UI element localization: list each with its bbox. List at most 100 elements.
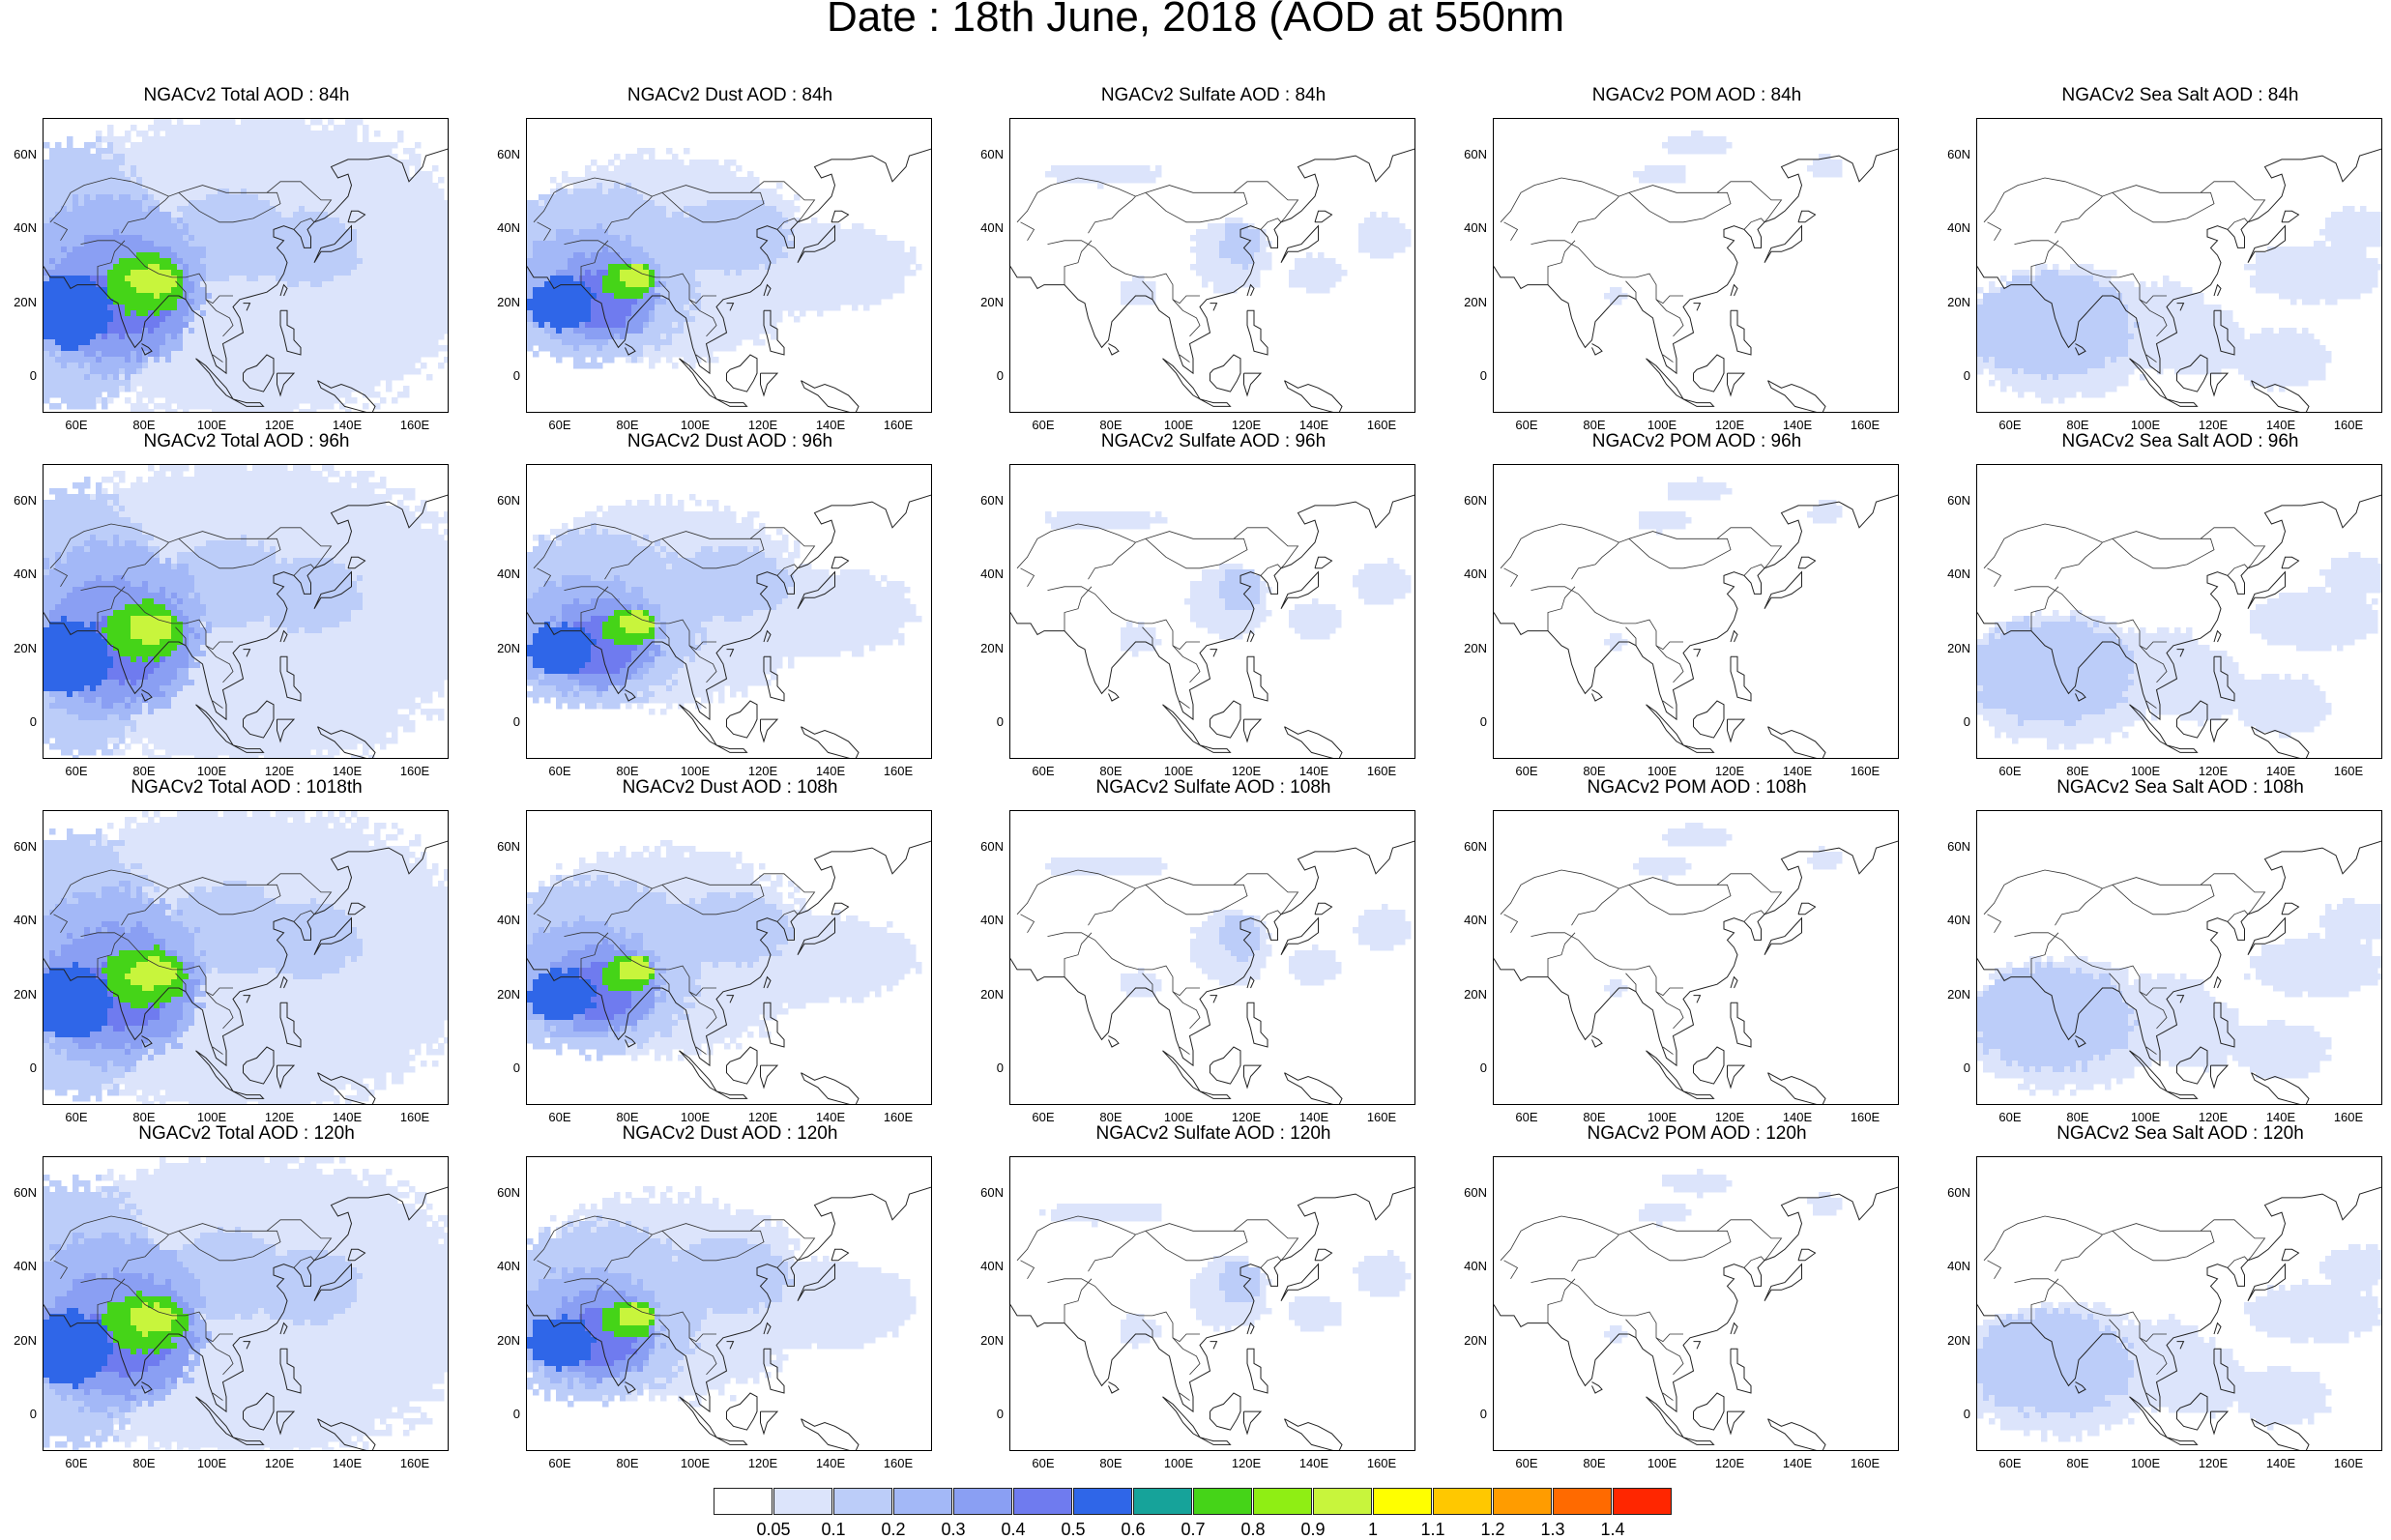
y-tick-label: 40N <box>1936 914 1970 927</box>
country-border <box>1656 992 1683 1029</box>
coastline <box>1494 149 1899 374</box>
coastline <box>1764 226 1802 263</box>
colorbar-label: 1.3 <box>1529 1520 1577 1540</box>
map-plot-area <box>1976 464 2382 759</box>
y-tick-label: 0 <box>485 1061 520 1075</box>
coastline <box>1798 1249 1816 1261</box>
coastline <box>1592 1382 1603 1393</box>
country-border <box>1984 178 2265 222</box>
x-tick-label: 120E <box>260 419 299 432</box>
map-plot-area <box>1009 1156 1415 1451</box>
colorbar-label: 0.6 <box>1109 1520 1157 1540</box>
y-tick-label: 0 <box>1936 1061 1970 1075</box>
x-tick-label: 60E <box>1507 765 1546 778</box>
x-tick-label: 60E <box>540 1111 579 1124</box>
y-tick-label: 40N <box>1452 221 1487 235</box>
country-border <box>1629 1231 1731 1261</box>
x-tick-label: 100E <box>676 419 714 432</box>
x-tick-label: 60E <box>57 419 96 432</box>
y-tick-label: 0 <box>1452 1061 1487 1075</box>
x-tick-label: 140E <box>811 419 850 432</box>
coastline <box>1731 631 1737 642</box>
country-border <box>1572 888 1619 925</box>
x-tick-label: 160E <box>1362 419 1401 432</box>
coastline <box>761 1065 778 1088</box>
panel-title: NGACv2 Dust AOD : 84h <box>522 85 938 106</box>
coastline <box>1731 285 1737 296</box>
colorbar-swatch <box>1013 1488 1072 1515</box>
coastline <box>1731 1323 1737 1334</box>
x-tick-label: 120E <box>744 1111 782 1124</box>
colorbar-label: 0.5 <box>1049 1520 1097 1540</box>
coastline <box>1494 495 1899 720</box>
colorbar-swatch <box>893 1488 952 1515</box>
x-tick-label: 140E <box>1295 1457 1333 1470</box>
colorbar-label: 0.9 <box>1289 1520 1337 1540</box>
x-tick-label: 120E <box>744 765 782 778</box>
country-border <box>1988 222 2001 241</box>
coastline <box>1247 656 1268 701</box>
y-tick-label: 20N <box>1936 1334 1970 1348</box>
coastline <box>802 727 860 759</box>
x-tick-label: 120E <box>2194 765 2232 778</box>
country-border <box>1017 524 1298 568</box>
coastline <box>1647 359 1684 399</box>
y-tick-label: 60N <box>2 494 37 508</box>
y-tick-label: 60N <box>1936 840 1970 854</box>
coastline <box>1731 310 1751 355</box>
x-tick-label: 100E <box>1643 1457 1681 1470</box>
coastline <box>1281 226 1319 263</box>
y-tick-label: 40N <box>1936 567 1970 581</box>
aod-field <box>1604 477 1843 652</box>
country-border <box>1017 1216 1298 1261</box>
y-tick-label: 60N <box>969 840 1004 854</box>
coastline <box>2214 1323 2221 1334</box>
x-tick-label: 80E <box>1575 1457 1614 1470</box>
coastline <box>831 903 849 915</box>
coastline <box>2282 211 2299 222</box>
coastline <box>1315 211 1332 222</box>
coastline <box>1109 1036 1120 1047</box>
coastline <box>1247 310 1268 355</box>
aod-field <box>1977 898 2382 1096</box>
x-tick-label: 100E <box>1159 1457 1198 1470</box>
x-tick-label: 140E <box>1778 765 1817 778</box>
country-border <box>1173 992 1200 1029</box>
y-tick-label: 20N <box>1936 296 1970 309</box>
x-tick-label: 160E <box>879 1111 918 1124</box>
colorbar-swatch <box>833 1488 892 1515</box>
coastline <box>1731 1002 1751 1047</box>
coastline <box>1200 745 1231 753</box>
x-tick-label: 100E <box>2126 765 2165 778</box>
x-tick-label: 100E <box>2126 1457 2165 1470</box>
x-tick-label: 80E <box>2058 1457 2097 1470</box>
country-border <box>1089 1235 1136 1271</box>
x-tick-label: 80E <box>1092 419 1130 432</box>
x-tick-label: 60E <box>540 1457 579 1470</box>
panel-title: NGACv2 Sea Salt AOD : 108h <box>1972 777 2388 799</box>
y-tick-label: 0 <box>1936 369 1970 383</box>
y-tick-label: 40N <box>485 221 520 235</box>
coastline <box>2282 557 2299 568</box>
y-tick-label: 20N <box>2 1334 37 1348</box>
coastline <box>1210 996 1217 1003</box>
country-border <box>1988 915 2001 933</box>
coastline <box>2214 977 2221 988</box>
aod-field <box>527 840 922 1061</box>
map-plot-area <box>1493 118 1899 413</box>
x-tick-label: 80E <box>1092 1111 1130 1124</box>
panel-title: NGACv2 Sea Salt AOD : 96h <box>1972 431 2388 452</box>
y-tick-label: 0 <box>1936 715 1970 729</box>
map-plot-area <box>1493 464 1899 759</box>
x-tick-label: 100E <box>1159 419 1198 432</box>
x-tick-label: 80E <box>608 419 647 432</box>
country-border <box>1261 1257 1281 1268</box>
y-tick-label: 20N <box>485 296 520 309</box>
y-tick-label: 60N <box>1936 1186 1970 1200</box>
country-border <box>2113 885 2214 915</box>
coastline <box>1798 557 1816 568</box>
aod-field <box>44 1157 449 1451</box>
y-tick-label: 20N <box>2 642 37 655</box>
